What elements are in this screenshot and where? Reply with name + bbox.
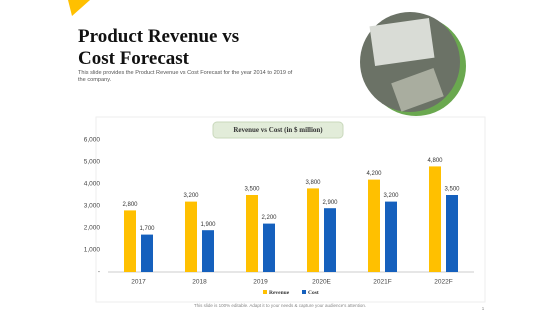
value-label: 3,200 <box>183 193 199 199</box>
legend-swatch <box>302 290 306 294</box>
bar <box>124 210 136 272</box>
value-label: 2,800 <box>122 202 138 208</box>
x-tick-label: 2018 <box>192 279 207 286</box>
bar <box>307 188 319 272</box>
legend-swatch <box>263 290 267 294</box>
chart-frame <box>95 116 486 303</box>
photo-calculator <box>391 68 444 112</box>
y-tick-label: - <box>98 269 100 276</box>
y-tick-label: 4,000 <box>84 181 101 188</box>
x-tick-label: 2020E <box>312 279 331 286</box>
bar <box>185 201 197 272</box>
page-number: 1 <box>482 306 485 311</box>
subtitle: This slide provides the Product Revenue … <box>78 70 293 83</box>
footer: This slide is 100% editable. Adapt it to… <box>194 303 366 308</box>
bar <box>246 195 258 272</box>
y-tick-label: 5,000 <box>84 159 101 166</box>
bar <box>263 223 275 272</box>
value-label: 3,500 <box>244 187 260 193</box>
value-label: 4,200 <box>366 171 382 177</box>
value-label: 2,900 <box>322 200 338 206</box>
x-tick-label: 2017 <box>131 279 146 286</box>
bar <box>429 166 441 272</box>
chart-title-box <box>212 121 344 139</box>
bar <box>446 195 458 272</box>
bar <box>202 230 214 272</box>
x-tick-label: 2021F <box>373 279 391 286</box>
bar <box>385 201 397 272</box>
value-label: 3,800 <box>305 180 321 186</box>
title: Product Revenue vs Cost Forecast <box>78 26 240 69</box>
bar <box>141 234 153 272</box>
x-tick-label: 2019 <box>253 279 268 286</box>
y-tick-label: 1,000 <box>84 247 101 254</box>
x-tick-label: 2022F <box>434 279 452 286</box>
value-label: 2,200 <box>261 215 277 221</box>
chart-title: Revenue vs Cost (in $ million) <box>233 126 323 134</box>
y-tick-label: 6,000 <box>84 137 101 144</box>
photo-laptop <box>369 18 435 66</box>
y-tick-label: 3,000 <box>84 203 101 210</box>
corner-accent <box>68 0 90 16</box>
value-label: 3,200 <box>383 193 399 199</box>
value-label: 1,900 <box>200 222 216 228</box>
y-tick-label: 2,000 <box>84 225 101 232</box>
bar <box>324 208 336 272</box>
bar <box>368 179 380 272</box>
value-label: 1,700 <box>139 226 155 232</box>
legend-label: Revenue <box>269 290 290 296</box>
value-label: 3,500 <box>444 187 460 193</box>
legend-label: Cost <box>308 290 319 296</box>
value-label: 4,800 <box>427 158 443 164</box>
